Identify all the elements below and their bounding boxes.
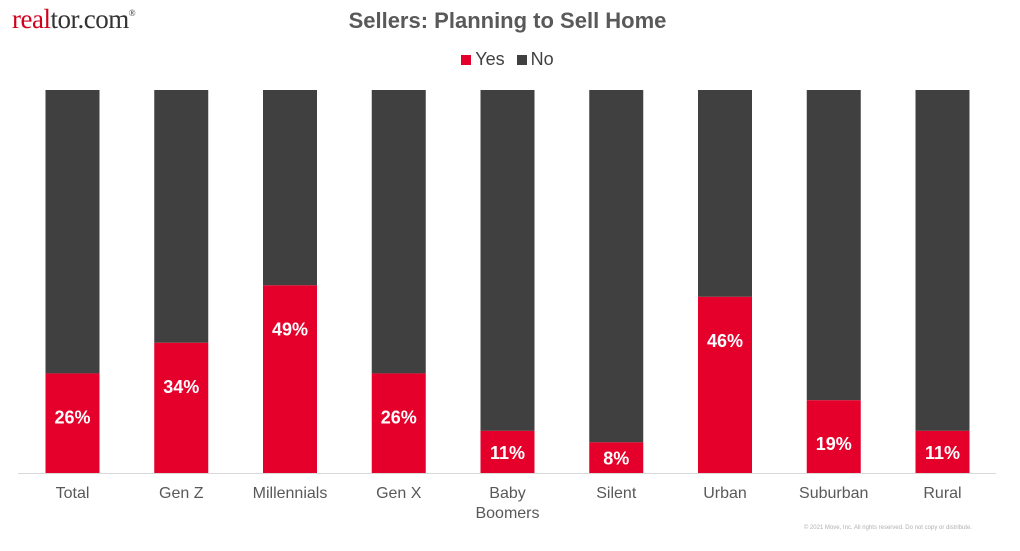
bar-no-7 bbox=[806, 90, 861, 401]
bar-no-3 bbox=[371, 90, 426, 374]
x-tick-label-4: Baby bbox=[489, 485, 525, 502]
chart-legend: Yes No bbox=[0, 49, 1015, 70]
bar-yes-3 bbox=[371, 373, 426, 473]
legend-label-no: No bbox=[530, 49, 554, 69]
bar-no-4 bbox=[480, 90, 535, 431]
chart-title: Sellers: Planning to Sell Home bbox=[348, 8, 667, 33]
registered-mark: ® bbox=[128, 8, 136, 18]
data-label-yes-5: 8% bbox=[603, 449, 629, 469]
x-tick-label-2: Millennials bbox=[253, 485, 328, 502]
x-tick-label-1: Gen Z bbox=[159, 485, 204, 502]
x-tick-label-5: Silent bbox=[596, 485, 637, 502]
data-label-yes-3: 26% bbox=[381, 407, 417, 427]
x-tick-label-6: Urban bbox=[703, 485, 747, 502]
legend-item-no: No bbox=[516, 49, 554, 70]
legend-swatch-yes bbox=[461, 54, 472, 65]
bar-yes-1 bbox=[154, 342, 209, 473]
legend-label-yes: Yes bbox=[475, 49, 505, 69]
data-label-yes-8: 11% bbox=[925, 443, 960, 463]
bar-no-8 bbox=[915, 90, 970, 431]
data-label-yes-4: 11% bbox=[490, 443, 525, 463]
bar-no-1 bbox=[154, 90, 209, 343]
x-tick-label-0: Total bbox=[56, 485, 90, 502]
data-label-yes-0: 26% bbox=[54, 407, 90, 427]
data-label-yes-7: 19% bbox=[816, 434, 852, 454]
x-tick-label-3: Gen X bbox=[376, 485, 422, 502]
x-tick-label-7: Suburban bbox=[799, 485, 868, 502]
data-label-yes-2: 49% bbox=[272, 319, 308, 339]
realtor-logo: realtor.com® bbox=[12, 4, 136, 35]
bar-yes-8 bbox=[915, 430, 970, 473]
bar-yes-0 bbox=[45, 373, 100, 473]
bar-no-2 bbox=[263, 90, 317, 286]
bar-yes-5 bbox=[589, 442, 644, 473]
x-tick-label-8: Rural bbox=[923, 485, 961, 502]
bar-yes-4 bbox=[480, 430, 535, 473]
bar-no-6 bbox=[698, 90, 752, 297]
bar-no-5 bbox=[589, 90, 644, 443]
data-label-yes-6: 46% bbox=[707, 331, 743, 351]
bar-no-0 bbox=[45, 90, 100, 374]
x-tick-label-4-line1: Boomers bbox=[475, 505, 539, 522]
logo-text: tor.com bbox=[50, 4, 129, 34]
bar-yes-6 bbox=[698, 296, 752, 473]
legend-item-yes: Yes bbox=[461, 49, 505, 70]
data-label-yes-1: 34% bbox=[163, 377, 199, 397]
bar-yes-2 bbox=[263, 285, 317, 473]
copyright-footer: © 2021 Move, Inc. All rights reserved. D… bbox=[803, 525, 972, 531]
logo-text-accent: real bbox=[12, 4, 51, 34]
bar-yes-7 bbox=[806, 400, 861, 473]
legend-swatch-no bbox=[516, 54, 527, 65]
